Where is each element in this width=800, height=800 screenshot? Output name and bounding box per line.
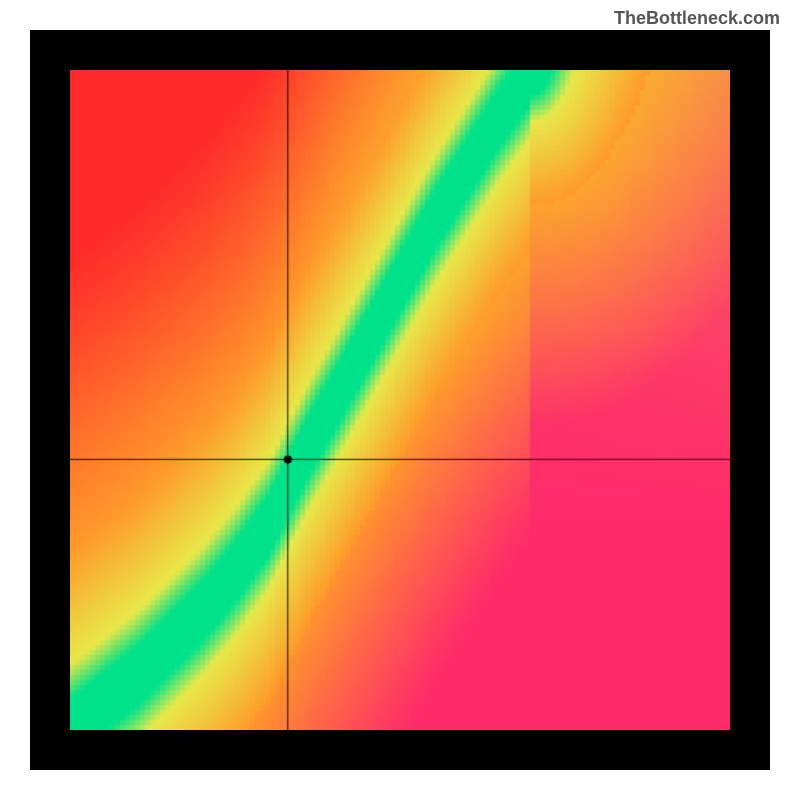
heatmap-canvas <box>70 70 730 730</box>
watermark-text: TheBottleneck.com <box>614 8 780 29</box>
